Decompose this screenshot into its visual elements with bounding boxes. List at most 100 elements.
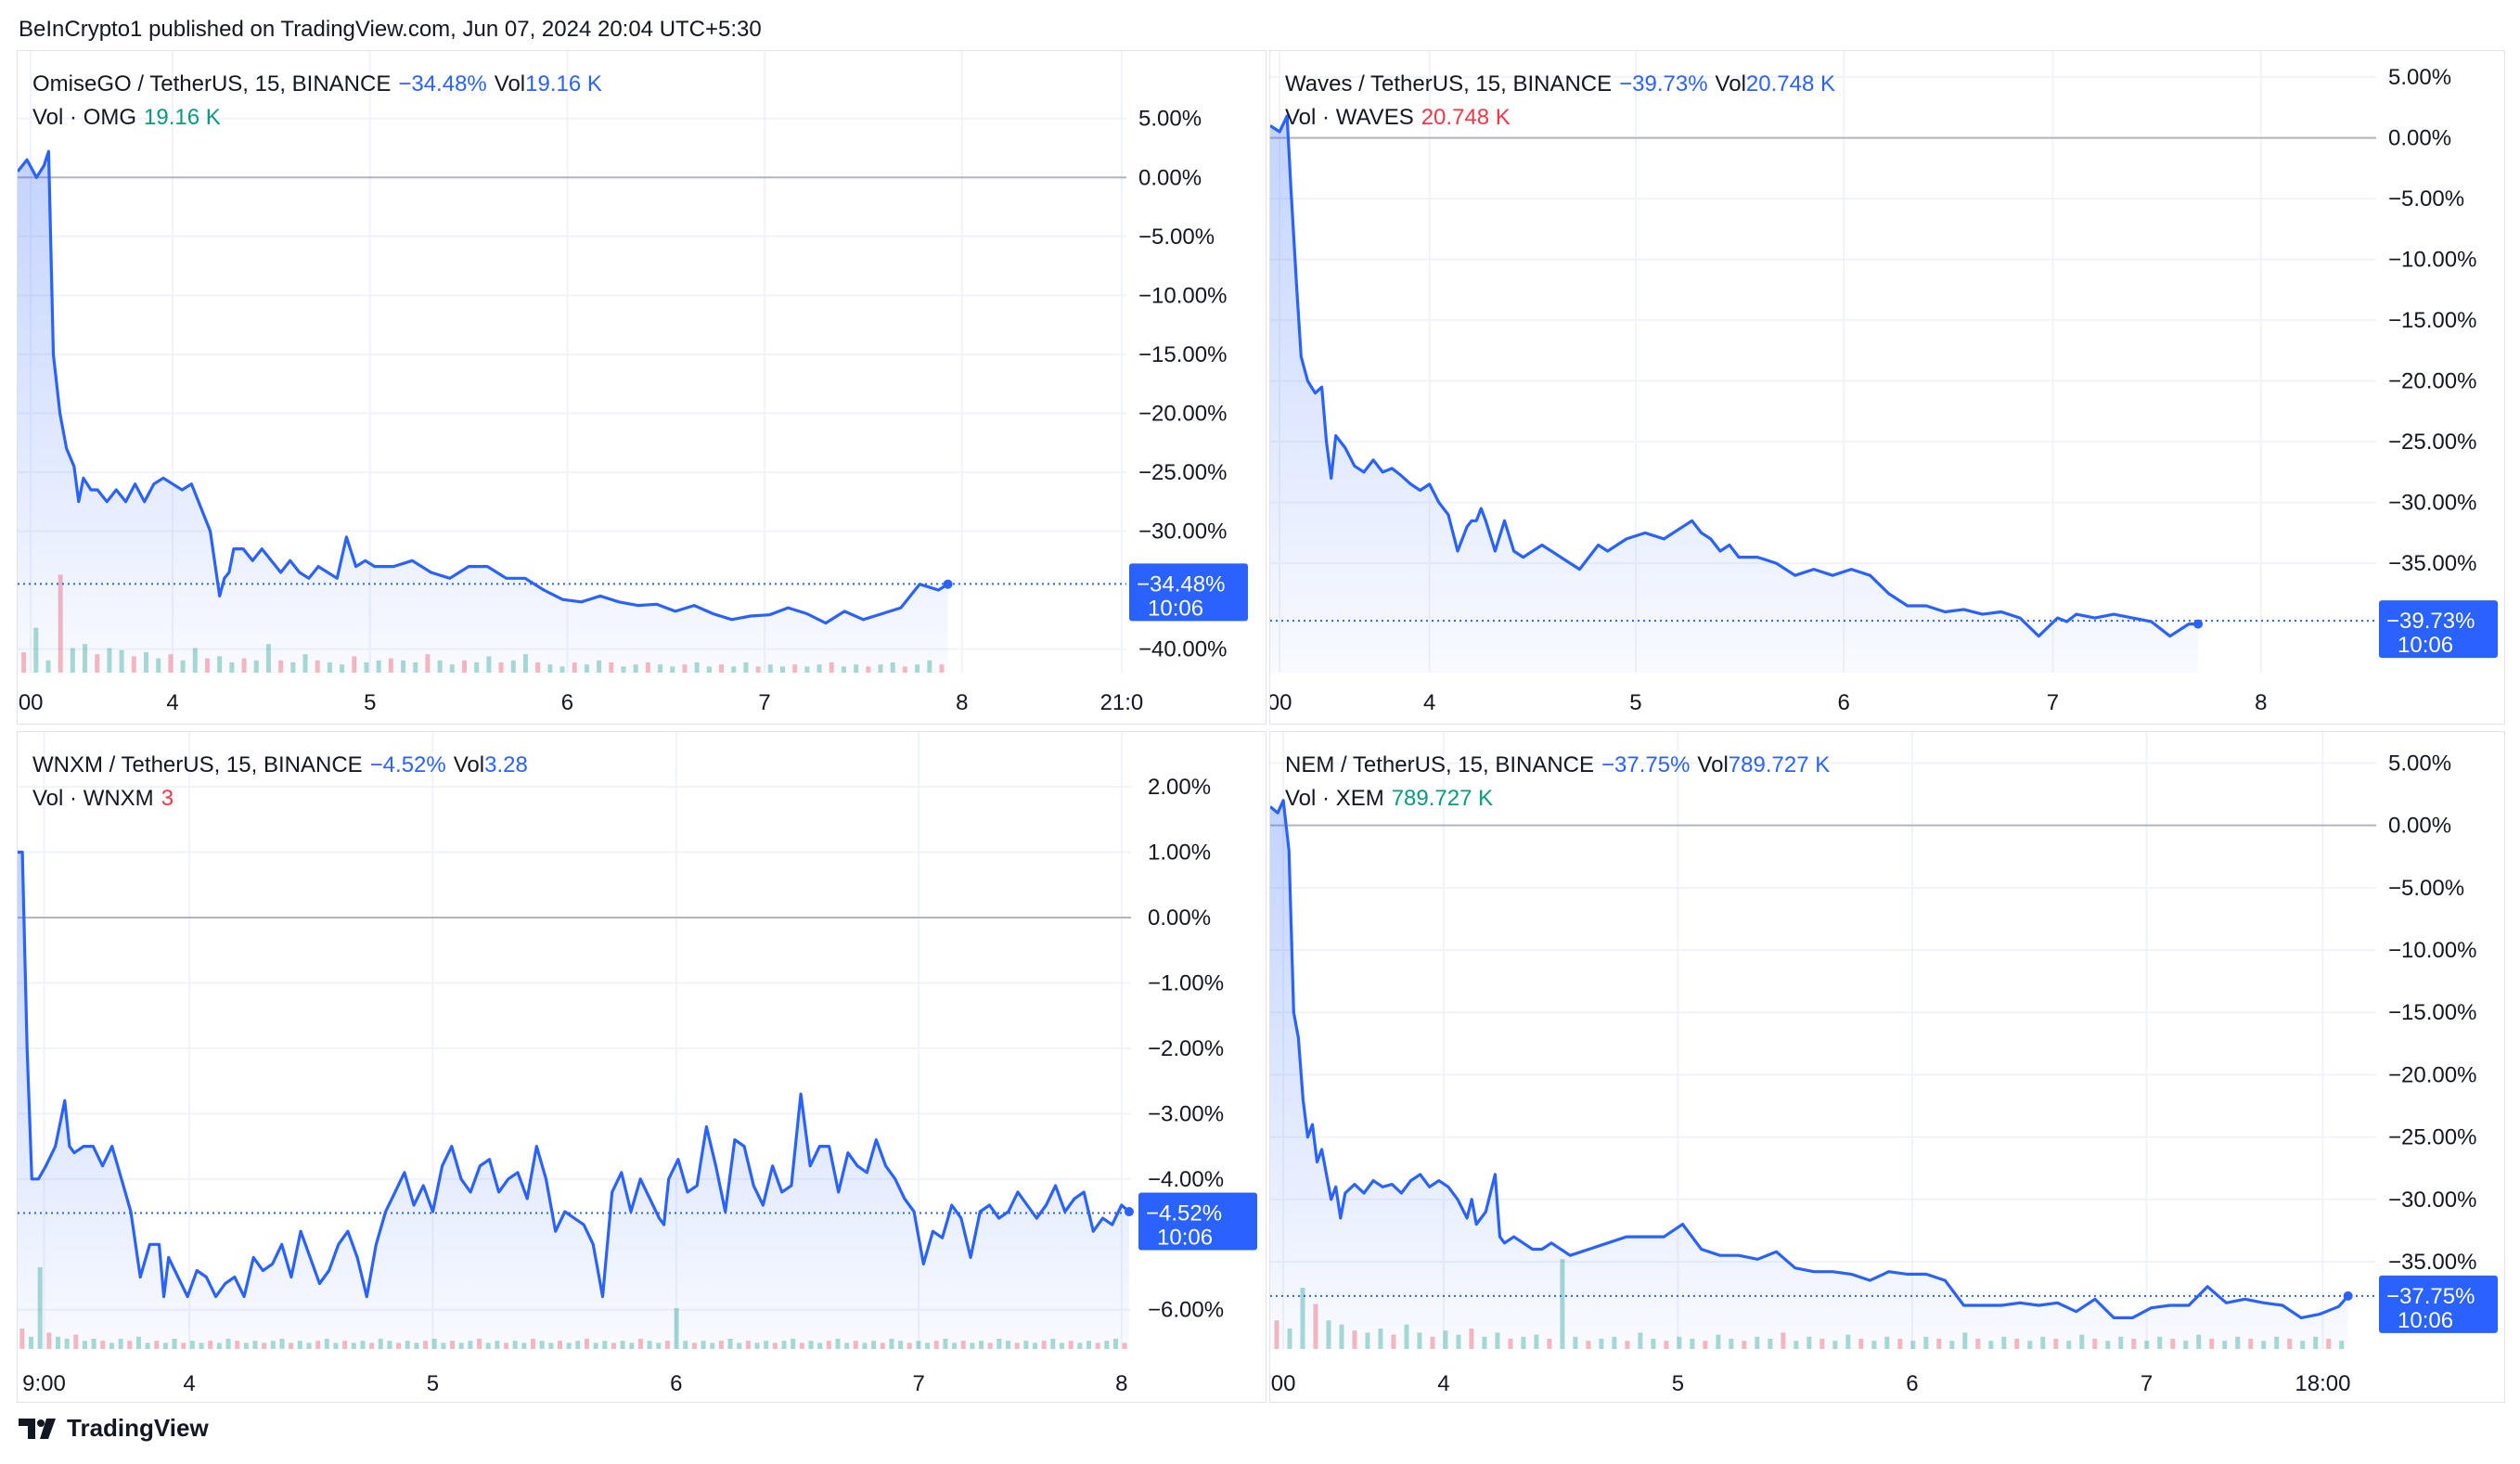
y-tick-label: −5.00%: [2388, 186, 2464, 212]
countdown-label: 10:06: [2398, 1308, 2453, 1333]
x-tick-label: 7: [2141, 1371, 2153, 1396]
y-tick-label: 5.00%: [2388, 65, 2451, 90]
volume-value: 20.748 K: [1421, 105, 1511, 130]
price-line[interactable]: [18, 149, 949, 625]
vol-value: 789.727 K: [1728, 752, 1831, 777]
y-tick-label: −25.00%: [1138, 460, 1227, 485]
y-tick-label: −10.00%: [1138, 283, 1227, 308]
change-value: −37.75%: [1601, 752, 1691, 777]
y-tick-label: −20.00%: [2388, 1062, 2476, 1087]
volume-name[interactable]: Vol · WAVES: [1285, 105, 1414, 130]
y-tick-label: −25.00%: [2388, 430, 2476, 455]
price-line[interactable]: [1270, 114, 2199, 638]
symbol-title[interactable]: WNXM / TetherUS, 15, BINANCE: [32, 752, 363, 777]
y-tick-label: 0.00%: [1138, 165, 1202, 190]
countdown-label: 10:06: [1157, 1225, 1213, 1250]
x-tick-label: 6: [1906, 1371, 1918, 1396]
x-tick-label: 7: [2047, 690, 2059, 715]
change-value: −4.52%: [369, 752, 446, 777]
x-tick-label: 7: [758, 690, 770, 715]
x-tick-label: 9:00: [22, 1371, 66, 1396]
last-price-badge: [1138, 1192, 1257, 1251]
volume-name[interactable]: Vol · OMG: [32, 105, 137, 130]
y-tick-label: −15.00%: [1138, 342, 1227, 367]
y-tick-label: −15.00%: [2388, 308, 2476, 333]
x-tick-label: 21:0: [1100, 690, 1144, 715]
x-tick-label: 5: [364, 690, 376, 715]
change-value: −39.73%: [1619, 71, 1708, 96]
volume-name[interactable]: Vol · XEM: [1285, 786, 1384, 811]
price-area: [18, 852, 1129, 1349]
chart-svg-wnxm[interactable]: 2.00% 1.00% 0.00% −1.00% −2.00% −3.00% −4.00% −…: [18, 732, 1266, 1402]
x-tick-label: 5: [1672, 1371, 1684, 1396]
vol-label: Vol: [494, 71, 526, 96]
x-tick-label: 8: [956, 690, 968, 715]
chart-panel-waves[interactable]: 5.00% 0.00% −5.00% −10.00% −15.00% −20.00% −25…: [1269, 50, 2505, 725]
y-tick-label: 1.00%: [1148, 841, 1211, 866]
x-tick-label: 6: [561, 690, 573, 715]
vol-label: Vol: [1697, 752, 1729, 777]
chart-panel-wnxm[interactable]: 2.00% 1.00% 0.00% −1.00% −2.00% −3.00% −4.00% −…: [17, 731, 1266, 1403]
vol-label: Vol: [453, 752, 485, 777]
y-tick-label: −10.00%: [2388, 938, 2476, 963]
volume-value: 19.16 K: [144, 105, 221, 130]
countdown-label: 10:06: [1148, 596, 1203, 621]
legend-omg: OmiseGO / TetherUS, 15, BINANCE −34.48% Vo…: [32, 68, 602, 135]
last-price-badge: [1129, 563, 1248, 622]
symbol-title[interactable]: NEM / TetherUS, 15, BINANCE: [1285, 752, 1594, 777]
y-tick-label: −4.00%: [1148, 1167, 1224, 1192]
last-price-label: −37.75%: [2386, 1284, 2475, 1309]
y-tick-label: 0.00%: [2388, 126, 2451, 151]
last-price-label: −4.52%: [1146, 1201, 1222, 1226]
x-tick-label: 5: [427, 1371, 439, 1396]
volume-value: 3: [161, 786, 174, 811]
footer-brand[interactable]: TradingView: [19, 1414, 209, 1443]
last-price-badge: [2379, 1275, 2498, 1333]
tradingview-logo-icon: [19, 1418, 56, 1439]
legend-wnxm: WNXM / TetherUS, 15, BINANCE −4.52% Vol3.2…: [32, 749, 528, 815]
chart-svg-nem[interactable]: 5.00% 0.00% −5.00% −10.00% −15.00% −20.00% −25…: [1270, 732, 2504, 1402]
y-tick-label: −35.00%: [2388, 1250, 2476, 1275]
x-tick-label: 00: [19, 690, 44, 715]
y-tick-label: 0.00%: [1148, 905, 1211, 931]
y-tick-label: −30.00%: [2388, 1188, 2476, 1213]
vol-value: 19.16 K: [525, 71, 602, 96]
y-tick-label: −6.00%: [1148, 1298, 1224, 1323]
last-point-marker: [943, 579, 953, 589]
y-tick-label: 5.00%: [2388, 751, 2451, 776]
footer-brand-text: TradingView: [67, 1414, 209, 1442]
volume-value: 789.727 K: [1391, 786, 1494, 811]
price-area: [1270, 116, 2199, 673]
y-tick-label: −2.00%: [1148, 1036, 1224, 1061]
chart-svg-waves[interactable]: 5.00% 0.00% −5.00% −10.00% −15.00% −20.00% −25…: [1270, 51, 2504, 724]
y-tick-label: −10.00%: [2388, 248, 2476, 273]
y-tick-label: −35.00%: [2388, 551, 2476, 576]
y-tick-label: 0.00%: [2388, 814, 2451, 839]
y-tick-label: −20.00%: [2388, 369, 2476, 394]
y-tick-label: −30.00%: [2388, 491, 2476, 516]
legend-nem: NEM / TetherUS, 15, BINANCE −37.75% Vol789…: [1285, 749, 1830, 815]
y-tick-label: 2.00%: [1148, 775, 1211, 800]
countdown-label: 10:06: [2398, 633, 2453, 658]
symbol-title[interactable]: OmiseGO / TetherUS, 15, BINANCE: [32, 71, 392, 96]
x-tick-label: 4: [1437, 1371, 1449, 1396]
x-tick-label: 4: [1423, 690, 1435, 715]
x-tick-label: 6: [1838, 690, 1850, 715]
x-tick-label: 18:00: [2295, 1371, 2350, 1396]
price-area: [18, 151, 948, 674]
price-line[interactable]: [18, 850, 1131, 1299]
symbol-title[interactable]: Waves / TetherUS, 15, BINANCE: [1285, 71, 1613, 96]
volume-name[interactable]: Vol · WNXM: [32, 786, 154, 811]
y-tick-label: −20.00%: [1138, 401, 1227, 426]
chart-panel-omg[interactable]: 5.00% 0.00% −5.00% −10.00% −15.00% −20.00% −25…: [17, 50, 1266, 725]
price-line[interactable]: [1270, 799, 2349, 1319]
vol-value: 20.748 K: [1745, 71, 1836, 96]
x-tick-label: 8: [1115, 1371, 1127, 1396]
chart-panel-nem[interactable]: 5.00% 0.00% −5.00% −10.00% −15.00% −20.00% −25…: [1269, 731, 2505, 1403]
last-price-badge: [2379, 600, 2498, 659]
chart-svg-omg[interactable]: 5.00% 0.00% −5.00% −10.00% −15.00% −20.00% −25…: [18, 51, 1266, 724]
y-tick-label: −3.00%: [1148, 1101, 1224, 1126]
y-tick-label: −5.00%: [1138, 225, 1215, 250]
price-area: [1270, 800, 2348, 1349]
y-tick-label: −40.00%: [1138, 637, 1227, 662]
